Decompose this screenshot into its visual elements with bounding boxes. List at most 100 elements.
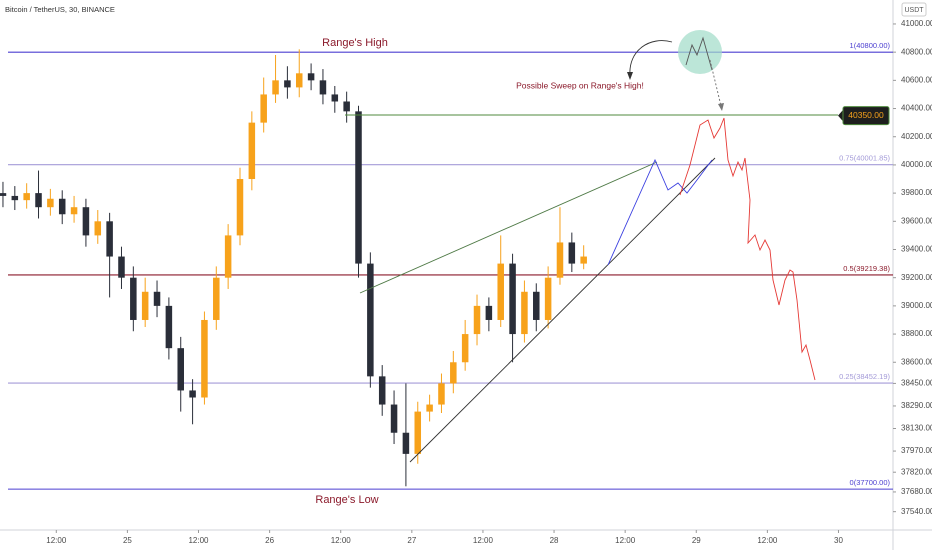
y-tick-label: 37540.00 bbox=[901, 507, 932, 516]
projection-red bbox=[679, 117, 816, 381]
candle-body bbox=[213, 277, 220, 320]
candle-body bbox=[11, 195, 19, 201]
x-tick-label: 12:00 bbox=[615, 536, 636, 545]
range-high-label: Range's High bbox=[322, 37, 388, 49]
candle-body bbox=[165, 305, 173, 349]
sweep-highlight bbox=[678, 30, 722, 74]
currency: USDT bbox=[904, 7, 924, 14]
candle-body bbox=[450, 362, 457, 384]
x-tick-label: 30 bbox=[834, 536, 843, 545]
x-tick-label: 25 bbox=[123, 536, 132, 545]
price-label-box bbox=[842, 106, 890, 126]
y-tick-label: 41000.00 bbox=[901, 19, 932, 28]
candle-body bbox=[509, 263, 516, 335]
candle-body bbox=[118, 256, 125, 278]
fib-label: 1(40800.00) bbox=[850, 41, 891, 50]
y-tick-label: 38600.00 bbox=[901, 357, 932, 366]
y-tick-label: 38290.00 bbox=[901, 401, 932, 410]
candle-body bbox=[272, 80, 279, 95]
y-tick-label: 39400.00 bbox=[901, 245, 932, 254]
candle-body bbox=[284, 80, 291, 88]
y-tick-label: 38450.00 bbox=[901, 379, 932, 388]
y-tick-label: 40400.00 bbox=[901, 104, 932, 113]
chart-title: Bitcoin / TetherUS, 30, BINANCE bbox=[5, 5, 115, 14]
sweep-annotation: Possible Sweep on Range's High! bbox=[516, 80, 644, 90]
candle-body bbox=[438, 383, 445, 405]
candle-body bbox=[402, 432, 410, 454]
candle-body bbox=[390, 404, 398, 433]
candle-body bbox=[47, 198, 54, 208]
candle-body bbox=[378, 376, 386, 405]
candle-body bbox=[82, 207, 90, 236]
candle-body bbox=[367, 263, 374, 377]
candle-body bbox=[141, 291, 149, 320]
candle-body bbox=[23, 193, 30, 201]
candle-body bbox=[355, 111, 362, 264]
y-tick-label: 39200.00 bbox=[901, 273, 932, 282]
candle-body bbox=[130, 277, 137, 320]
candle-body bbox=[319, 80, 327, 95]
fib-label: 0.5(39219.38) bbox=[843, 264, 890, 273]
projection-blue bbox=[607, 158, 713, 266]
fib-label: 0(37700.00) bbox=[850, 478, 891, 487]
y-tick-label: 40000.00 bbox=[901, 160, 932, 169]
candle-body bbox=[580, 256, 587, 264]
candle-body bbox=[236, 179, 244, 236]
candle-body bbox=[426, 404, 433, 412]
y-tick-label: 37970.00 bbox=[901, 446, 932, 455]
x-tick-label: 29 bbox=[692, 536, 701, 545]
x-tick-label: 27 bbox=[407, 536, 416, 545]
fib-label: 0.25(38452.19) bbox=[839, 372, 890, 381]
range-low-label: Range's Low bbox=[315, 494, 378, 506]
candle-body bbox=[201, 319, 208, 398]
currency-box bbox=[901, 2, 927, 17]
candle-body bbox=[295, 73, 303, 88]
y-tick-label: 40600.00 bbox=[901, 75, 932, 84]
wedge-upper bbox=[359, 161, 658, 294]
y-tick-label: 39600.00 bbox=[901, 216, 932, 225]
candle-body bbox=[177, 348, 184, 391]
candle-body bbox=[35, 193, 42, 208]
candle-body bbox=[189, 390, 196, 398]
candle-body bbox=[461, 334, 469, 363]
candle-body bbox=[94, 221, 102, 236]
wedge-lower bbox=[409, 157, 716, 463]
arrow-curve bbox=[629, 40, 673, 77]
y-tick-label: 37680.00 bbox=[901, 487, 932, 496]
candle-body bbox=[248, 122, 256, 180]
candle-body bbox=[544, 277, 552, 320]
candle-body bbox=[106, 221, 113, 257]
y-tick-label: 40800.00 bbox=[901, 47, 932, 56]
candle-body bbox=[153, 291, 161, 306]
x-tick-label: 12:00 bbox=[188, 536, 209, 545]
candle-body bbox=[556, 242, 564, 278]
y-tick-label: 37820.00 bbox=[901, 467, 932, 476]
fib-label: 0.75(40001.85) bbox=[839, 154, 890, 163]
candle-body bbox=[497, 263, 504, 320]
dotted-arrow-head bbox=[718, 103, 724, 111]
candle-body bbox=[70, 207, 78, 215]
x-tick-label: 12:00 bbox=[757, 536, 778, 545]
sweep-sketch bbox=[685, 36, 713, 71]
candle-body bbox=[521, 291, 528, 335]
candle-body bbox=[307, 73, 315, 81]
candle-body bbox=[224, 235, 232, 278]
price-label: 40350.00 bbox=[848, 110, 884, 120]
candle-body bbox=[568, 242, 576, 264]
candle-body bbox=[473, 305, 481, 335]
candle-body bbox=[260, 94, 267, 123]
y-tick-label: 38130.00 bbox=[901, 424, 932, 433]
x-tick-label: 12:00 bbox=[331, 536, 352, 545]
y-tick-label: 39000.00 bbox=[901, 301, 932, 310]
candle-body bbox=[533, 291, 540, 320]
x-tick-label: 28 bbox=[550, 536, 559, 545]
candle-body bbox=[485, 305, 493, 320]
x-tick-label: 12:00 bbox=[46, 536, 67, 545]
x-tick-label: 12:00 bbox=[473, 536, 494, 545]
y-tick-label: 39800.00 bbox=[901, 188, 932, 197]
candle-body bbox=[0, 193, 7, 196]
y-tick-label: 40200.00 bbox=[901, 132, 932, 141]
y-tick-label: 38800.00 bbox=[901, 329, 932, 338]
arrow-head bbox=[627, 72, 633, 80]
